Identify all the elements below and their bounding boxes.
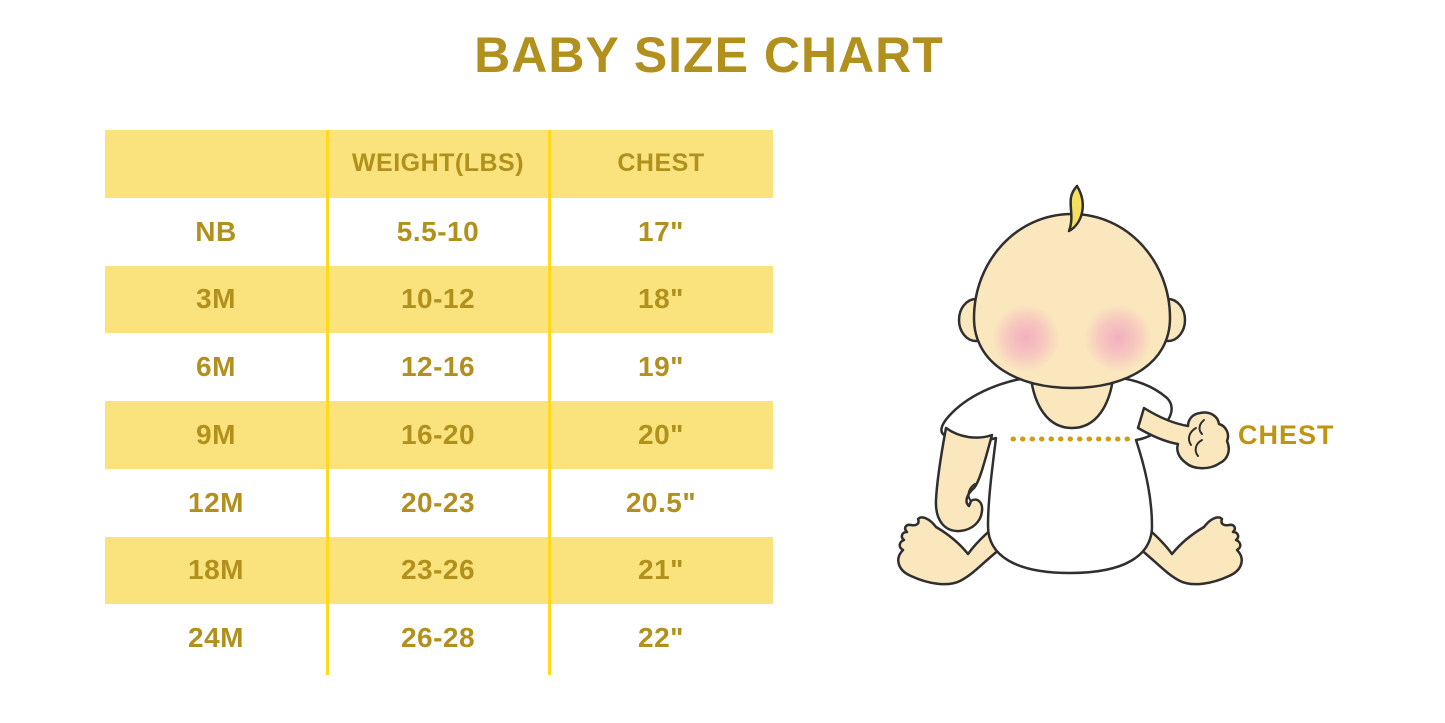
chest-value: 19" — [638, 351, 684, 383]
size-value: 9M — [196, 418, 236, 450]
column-header-weight: WEIGHT(LBS) — [351, 149, 525, 178]
table-row: 12M 20-23 20.5" — [105, 469, 773, 537]
baby-fist-knuckle-2 — [1194, 439, 1203, 457]
column-divider — [548, 130, 551, 675]
column-header-size — [105, 130, 327, 198]
table-row: NB 5.5-10 17" — [105, 198, 773, 266]
baby-left-hand-detail — [967, 483, 976, 502]
baby-thumb-detail — [1198, 419, 1205, 435]
weight-value: 12-16 — [400, 351, 476, 383]
chest-value: 20.5" — [625, 486, 697, 518]
weight-value: 20-23 — [400, 486, 476, 518]
size-value: NB — [195, 215, 237, 247]
weight-value: 16-20 — [400, 418, 476, 450]
chest-value: 17" — [638, 215, 684, 247]
table-row: 24M 26-28 22" — [105, 604, 773, 672]
size-value: 3M — [196, 283, 236, 315]
weight-value: 26-28 — [400, 622, 476, 654]
chest-value: 18" — [638, 283, 684, 315]
column-divider — [326, 130, 329, 675]
weight-value: 5.5-10 — [396, 215, 480, 247]
baby-right-arm-fist — [1136, 406, 1230, 470]
size-value: 12M — [188, 486, 244, 518]
weight-value: 23-26 — [400, 554, 476, 586]
chest-measurement-label: CHEST — [1238, 420, 1335, 450]
table-row: 18M 23-26 21" — [105, 536, 773, 605]
chest-value: 20" — [638, 418, 684, 450]
table-row: 9M 16-20 20" — [105, 401, 773, 469]
table-row: 3M 10-12 18" — [105, 265, 773, 334]
baby-fist-knuckle-1 — [1187, 427, 1197, 446]
baby-illustration — [897, 184, 1243, 586]
size-value: 6M — [196, 351, 236, 383]
table-header-row: WEIGHT(LBS) CHEST — [105, 130, 773, 198]
weight-value: 10-12 — [400, 283, 476, 315]
baby-left-arm — [934, 426, 994, 533]
baby-right-cheek — [1084, 304, 1152, 372]
column-header-chest: CHEST — [617, 149, 705, 178]
chest-value: 21" — [638, 554, 684, 586]
size-table: WEIGHT(LBS) CHEST NB 5.5-10 17" 3M 10-12… — [105, 130, 773, 675]
table-row: 6M 12-16 19" — [105, 333, 773, 401]
chest-value: 22" — [638, 622, 684, 654]
baby-left-cheek — [992, 304, 1060, 372]
page-title: BABY SIZE CHART — [474, 27, 944, 83]
baby-hair-curl — [1067, 184, 1084, 233]
baby-shirt — [940, 375, 1173, 575]
size-value: 18M — [188, 554, 244, 586]
size-value: 24M — [188, 622, 244, 654]
